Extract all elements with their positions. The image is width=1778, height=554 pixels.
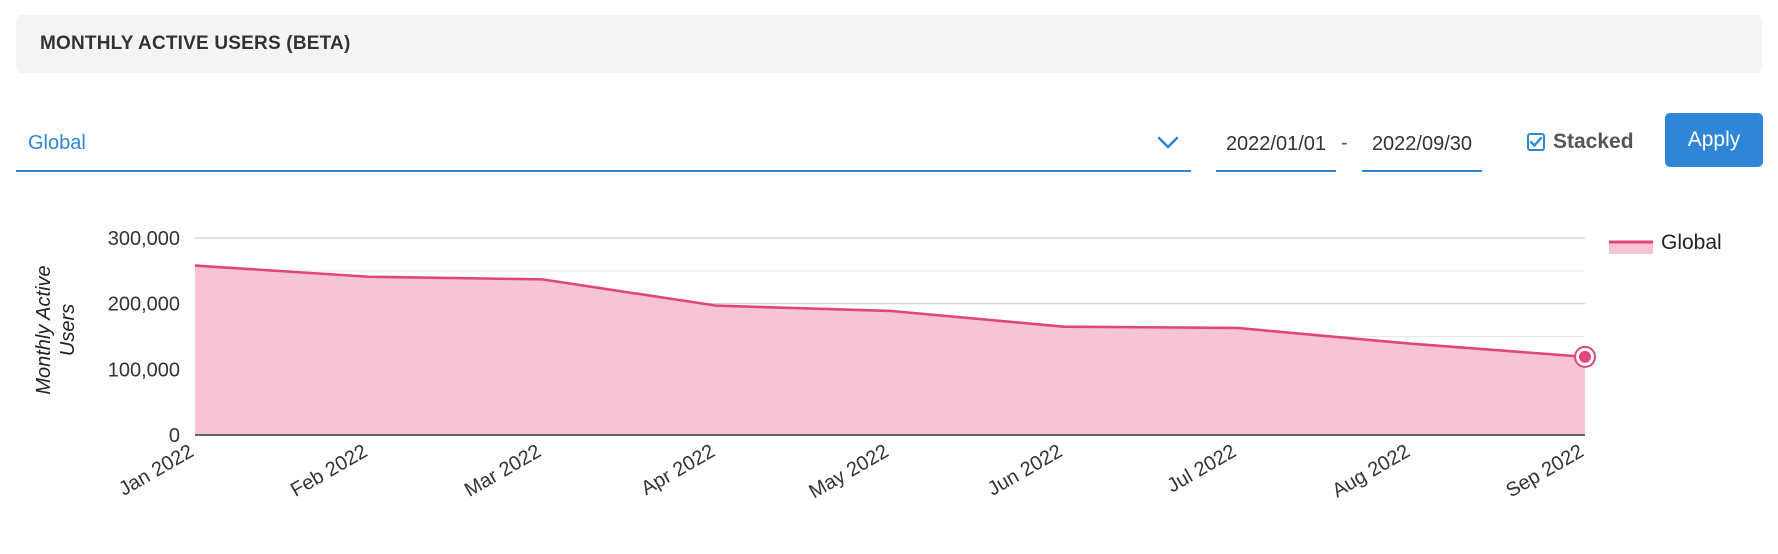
y-tick-label: 0 [169, 425, 180, 447]
x-tick-label: Jun 2022 [984, 440, 1066, 500]
stacked-checkbox[interactable]: Stacked [1527, 128, 1634, 156]
x-tick-label: Aug 2022 [1329, 440, 1414, 502]
x-tick-label: Sep 2022 [1502, 440, 1587, 502]
panel-title: MONTHLY ACTIVE USERS (BETA) [40, 33, 351, 54]
data-point-highlighted [1579, 350, 1591, 363]
chart: 0 100,000 200,000 300,000 Jan 2022 Feb 2022 Ma… [33, 228, 1722, 503]
x-tick-label: Jul 2022 [1164, 440, 1240, 497]
series-area [195, 265, 1585, 435]
x-tick-label: Jan 2022 [115, 440, 197, 500]
date-range-separator: - [1341, 132, 1348, 154]
y-axis-title: Monthly Active Users [33, 265, 79, 394]
region-select[interactable]: Global [16, 118, 1191, 172]
y-tick-label: 200,000 [108, 294, 180, 316]
legend-label: Global [1661, 231, 1722, 254]
series-line [194, 264, 1586, 359]
region-selected-value: Global [28, 132, 86, 154]
y-tick-label: 300,000 [108, 228, 180, 250]
x-tick-label: Mar 2022 [461, 440, 545, 501]
stacked-label: Stacked [1553, 130, 1634, 153]
panel-header: MONTHLY ACTIVE USERS (BETA) [16, 15, 1762, 73]
apply-button[interactable]: Apply [1665, 113, 1763, 167]
start-date-input[interactable] [1216, 118, 1336, 172]
end-date-input[interactable] [1362, 118, 1482, 172]
x-tick-label: Apr 2022 [637, 440, 718, 500]
legend-swatch-fill [1609, 242, 1653, 254]
y-tick-label: 100,000 [108, 359, 180, 381]
checkbox-checked-icon [1527, 133, 1545, 151]
x-tick-label: May 2022 [805, 440, 892, 503]
x-tick-label: Feb 2022 [287, 440, 371, 501]
chevron-down-icon [1157, 136, 1179, 149]
